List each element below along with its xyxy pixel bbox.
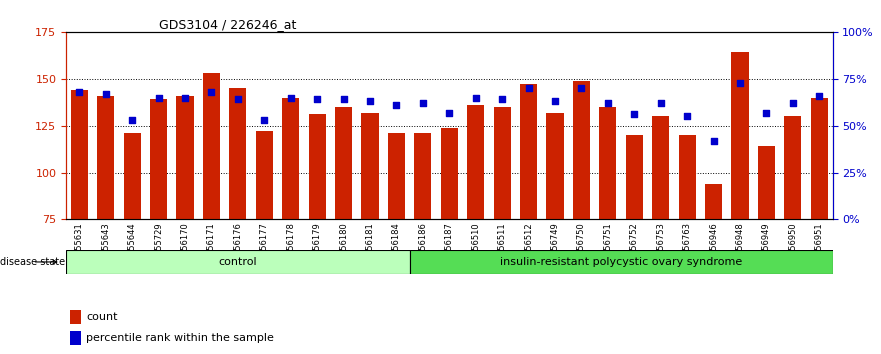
Point <box>284 95 298 100</box>
Point <box>152 95 166 100</box>
Point <box>125 117 139 123</box>
Bar <box>123 133 141 219</box>
Bar <box>811 97 828 219</box>
Bar <box>784 116 802 219</box>
Text: percentile rank within the sample: percentile rank within the sample <box>86 333 274 343</box>
Point <box>469 95 483 100</box>
Bar <box>731 52 749 219</box>
Bar <box>335 107 352 219</box>
Bar <box>414 133 432 219</box>
Point <box>99 91 113 97</box>
Point <box>707 138 721 143</box>
Bar <box>758 146 775 219</box>
Bar <box>388 133 405 219</box>
Bar <box>70 90 88 219</box>
Bar <box>282 97 300 219</box>
Bar <box>678 135 696 219</box>
Bar <box>66 250 410 274</box>
Bar <box>599 107 617 219</box>
Text: count: count <box>86 312 117 322</box>
Bar <box>229 88 247 219</box>
Bar <box>652 116 670 219</box>
Bar <box>70 331 81 345</box>
Point <box>680 113 694 119</box>
Bar <box>97 96 115 219</box>
Point <box>257 117 271 123</box>
Bar <box>308 114 326 219</box>
Point <box>204 89 218 95</box>
Point <box>231 97 245 102</box>
Bar <box>546 113 564 219</box>
Point <box>786 100 800 106</box>
Bar <box>573 81 590 219</box>
Point <box>574 85 589 91</box>
Point <box>337 97 351 102</box>
Point <box>812 93 826 98</box>
Bar <box>705 184 722 219</box>
Bar <box>493 107 511 219</box>
Point <box>733 80 747 85</box>
Bar <box>255 131 273 219</box>
Point <box>363 98 377 104</box>
Point <box>442 110 456 115</box>
Point <box>495 97 509 102</box>
Text: GDS3104 / 226246_at: GDS3104 / 226246_at <box>159 18 296 31</box>
Point <box>654 100 668 106</box>
Bar <box>203 73 220 219</box>
Bar <box>150 99 167 219</box>
Bar <box>361 113 379 219</box>
Point <box>72 89 86 95</box>
Bar <box>410 250 833 274</box>
Bar <box>626 135 643 219</box>
Point <box>389 102 403 108</box>
Text: control: control <box>218 257 257 267</box>
Point <box>601 100 615 106</box>
Point <box>310 97 324 102</box>
Bar <box>176 96 194 219</box>
Text: disease state: disease state <box>0 257 65 267</box>
Point <box>522 85 536 91</box>
Point <box>548 98 562 104</box>
Bar <box>440 127 458 219</box>
Point <box>416 100 430 106</box>
Bar <box>467 105 485 219</box>
Text: insulin-resistant polycystic ovary syndrome: insulin-resistant polycystic ovary syndr… <box>500 257 742 267</box>
Bar <box>70 310 81 324</box>
Point <box>178 95 192 100</box>
Bar <box>520 84 537 219</box>
Point <box>759 110 774 115</box>
Point <box>627 112 641 117</box>
